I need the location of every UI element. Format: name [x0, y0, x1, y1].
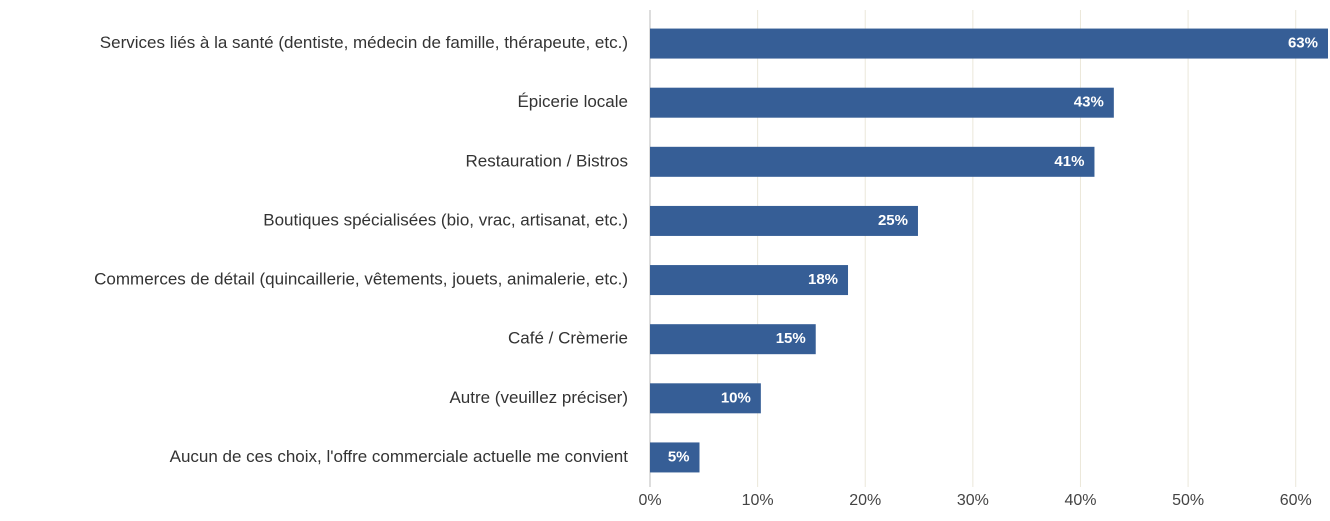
bar [650, 205, 918, 236]
y-tick-label: Aucun de ces choix, l'offre commerciale … [170, 447, 629, 466]
bar [650, 87, 1114, 118]
x-tick-label: 0% [638, 492, 661, 509]
y-tick-label: Autre (veuillez préciser) [449, 388, 628, 407]
x-tick-label: 30% [957, 492, 989, 509]
y-tick-label: Restauration / Bistros [465, 151, 628, 170]
value-label: 63% [1288, 35, 1318, 52]
value-label: 10% [721, 389, 751, 406]
x-tick-label: 60% [1280, 492, 1312, 509]
y-tick-label: Services liés à la santé (dentiste, méde… [100, 33, 628, 52]
value-label: 5% [668, 448, 690, 465]
x-tick-label: 10% [742, 492, 774, 509]
value-label: 18% [808, 271, 838, 288]
value-label: 25% [878, 212, 908, 229]
bar [650, 28, 1328, 59]
y-tick-label: Boutiques spécialisées (bio, vrac, artis… [263, 210, 628, 229]
bar [650, 265, 849, 296]
bar [650, 324, 816, 355]
y-tick-label: Café / Crèmerie [508, 329, 628, 348]
bar [650, 383, 761, 414]
x-tick-label: 20% [849, 492, 881, 509]
x-tick-label: 40% [1064, 492, 1096, 509]
value-label: 41% [1054, 153, 1084, 170]
bar [650, 442, 700, 473]
y-tick-label: Épicerie locale [517, 92, 628, 111]
y-tick-label: Commerces de détail (quincaillerie, vête… [94, 270, 628, 289]
value-label: 15% [776, 330, 806, 347]
x-tick-label: 50% [1172, 492, 1204, 509]
bar [650, 146, 1095, 177]
value-label: 43% [1074, 94, 1104, 111]
